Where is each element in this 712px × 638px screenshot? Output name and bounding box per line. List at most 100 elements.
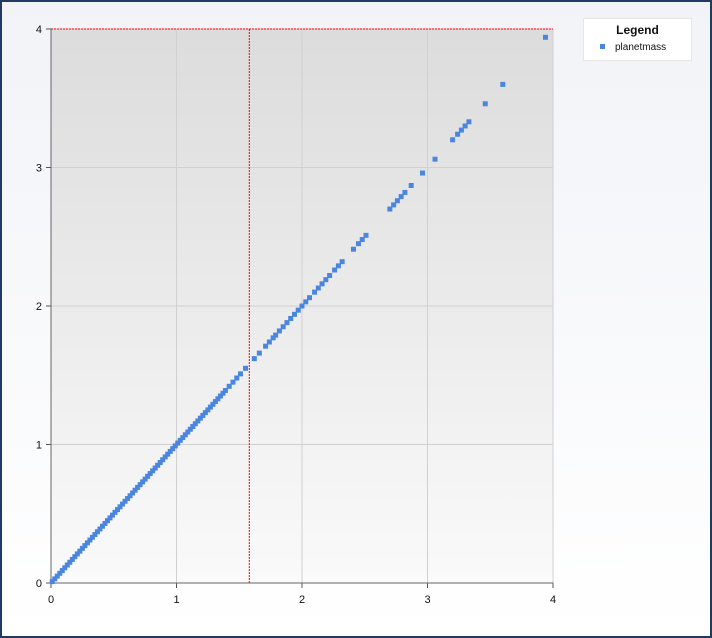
data-point <box>350 246 356 252</box>
data-point <box>112 509 118 515</box>
data-point <box>82 543 88 549</box>
data-point <box>408 183 414 189</box>
data-point <box>266 339 272 345</box>
data-point <box>185 429 191 435</box>
data-point <box>212 399 218 405</box>
legend-entry: planetmass <box>600 42 666 53</box>
data-point <box>69 556 75 562</box>
data-point <box>132 487 138 493</box>
legend-title: Legend <box>616 23 659 37</box>
data-point <box>155 462 161 468</box>
data-point <box>205 407 211 413</box>
data-point <box>49 579 55 585</box>
data-point <box>200 412 206 418</box>
data-point <box>74 551 80 557</box>
data-point <box>432 156 438 162</box>
data-point <box>102 520 108 526</box>
data-point <box>280 324 286 330</box>
data-point <box>273 332 279 338</box>
data-point <box>455 131 461 137</box>
data-point <box>276 328 282 334</box>
data-point <box>162 454 168 460</box>
data-point <box>402 189 408 195</box>
data-point <box>64 562 70 568</box>
data-point <box>92 532 98 538</box>
data-point <box>251 356 257 362</box>
data-point <box>79 545 85 551</box>
x-tick-label: 1 <box>173 594 179 606</box>
data-point <box>117 504 123 510</box>
data-point <box>202 410 208 416</box>
data-point <box>270 335 276 341</box>
data-point <box>187 426 193 432</box>
data-point <box>170 446 176 452</box>
data-point <box>210 401 216 407</box>
data-point <box>99 523 105 529</box>
data-point <box>207 404 213 410</box>
data-point <box>62 565 68 571</box>
data-point <box>142 476 148 482</box>
data-point <box>97 526 103 532</box>
data-point <box>303 299 309 305</box>
data-point <box>291 311 297 317</box>
data-point <box>115 507 121 513</box>
legend-series-label: planetmass <box>615 42 667 53</box>
data-point <box>394 198 400 204</box>
data-point <box>109 512 115 518</box>
data-point <box>359 237 365 243</box>
data-point <box>355 241 361 247</box>
data-point <box>307 295 313 301</box>
data-point <box>466 119 472 125</box>
data-point <box>263 343 269 349</box>
data-point <box>243 365 249 371</box>
data-point <box>363 232 369 238</box>
data-point <box>52 576 58 582</box>
data-point <box>104 518 110 524</box>
data-point <box>288 315 294 321</box>
data-point <box>125 496 131 502</box>
data-point <box>177 437 183 443</box>
data-point <box>500 81 506 87</box>
data-point <box>165 451 171 457</box>
data-point <box>387 206 393 212</box>
data-point <box>462 123 468 129</box>
data-point <box>299 303 305 309</box>
data-point <box>87 537 93 543</box>
data-point <box>217 393 223 399</box>
data-point <box>84 540 90 546</box>
legend-marker-icon <box>600 43 605 49</box>
y-tick-label: 4 <box>36 24 42 36</box>
data-point <box>120 501 126 507</box>
data-point <box>234 375 240 381</box>
data-point <box>327 273 333 279</box>
y-tick-label: 0 <box>36 578 42 590</box>
data-point <box>89 534 95 540</box>
data-point <box>180 435 186 441</box>
data-point <box>122 498 128 504</box>
data-point <box>323 277 329 283</box>
data-point <box>458 127 464 133</box>
data-point <box>190 423 196 429</box>
data-point <box>150 468 156 474</box>
data-point <box>226 383 232 389</box>
data-point <box>230 379 236 385</box>
data-point <box>398 194 404 200</box>
data-point <box>312 289 318 295</box>
data-point <box>57 570 63 576</box>
data-point <box>335 263 341 269</box>
legend: Legend planetmass <box>583 18 692 61</box>
data-point <box>167 448 173 454</box>
data-point <box>130 490 136 496</box>
data-point <box>482 101 488 107</box>
data-point <box>77 548 83 554</box>
crosshair <box>51 28 553 583</box>
data-point <box>319 281 325 287</box>
data-point <box>542 34 548 40</box>
data-point <box>220 390 226 396</box>
x-tick-label: 2 <box>299 594 305 606</box>
y-tick-label: 2 <box>36 301 42 313</box>
data-point <box>215 396 221 402</box>
data-point <box>450 137 456 143</box>
data-point <box>147 471 153 477</box>
